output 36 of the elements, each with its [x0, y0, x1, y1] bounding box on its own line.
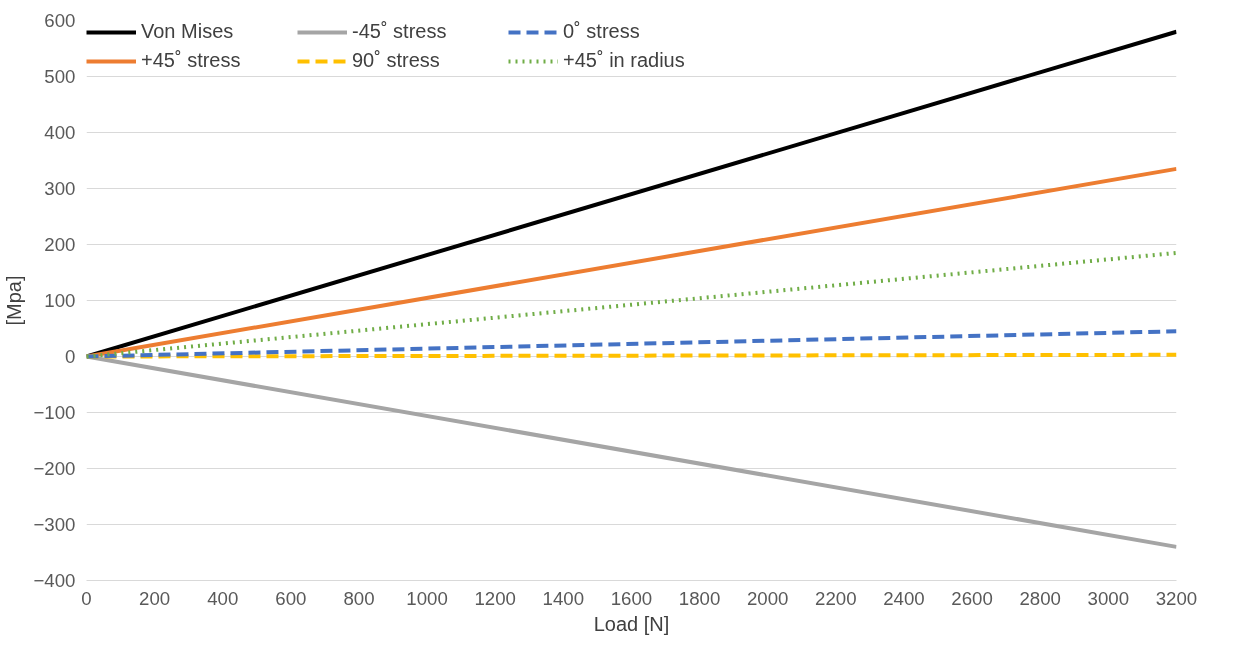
x-tick-label: 2000 — [747, 587, 789, 609]
x-tick-label: 1400 — [542, 587, 585, 609]
y-tick-label: −400 — [33, 570, 76, 591]
x-tick-label: 600 — [275, 587, 307, 609]
y-tick-label: 600 — [44, 10, 76, 31]
x-tick-label: 1000 — [406, 587, 448, 609]
legend-label: -45˚ stress — [352, 20, 448, 43]
x-axis-title: Load [N] — [593, 612, 670, 635]
y-tick-label: −300 — [33, 514, 76, 535]
x-tick-label: 2600 — [951, 587, 993, 609]
legend-label: +45˚ in radius — [563, 49, 686, 72]
x-tick-label: 2200 — [815, 587, 857, 609]
y-tick-label: −100 — [33, 402, 76, 423]
x-tick-label: 1200 — [474, 587, 517, 609]
x-tick-label: 800 — [343, 587, 375, 609]
x-tick-label: 200 — [139, 587, 171, 609]
y-tick-label: 100 — [44, 290, 76, 311]
y-tick-label: 0 — [65, 346, 76, 367]
y-tick-label: −200 — [33, 458, 76, 479]
y-tick-label: 400 — [44, 122, 76, 143]
x-tick-label: 1600 — [610, 587, 653, 609]
x-tick-label: 3200 — [1155, 587, 1198, 609]
y-tick-label: 300 — [44, 178, 76, 199]
x-tick-label: 2800 — [1019, 587, 1062, 609]
x-tick-label: 0 — [81, 587, 92, 609]
legend-label: 0˚ stress — [563, 20, 641, 43]
y-tick-label: 200 — [44, 234, 76, 255]
x-tick-label: 400 — [207, 587, 239, 609]
y-axis-title: [Mpa] — [3, 275, 26, 326]
legend-label: Von Mises — [141, 20, 235, 43]
legend-label: +45˚ stress — [141, 49, 242, 72]
x-tick-label: 1800 — [678, 587, 721, 609]
y-tick-label: 500 — [44, 66, 76, 87]
legend-label: 90˚ stress — [352, 49, 441, 72]
x-tick-label: 2400 — [883, 587, 925, 609]
x-tick-label: 3000 — [1087, 587, 1130, 609]
